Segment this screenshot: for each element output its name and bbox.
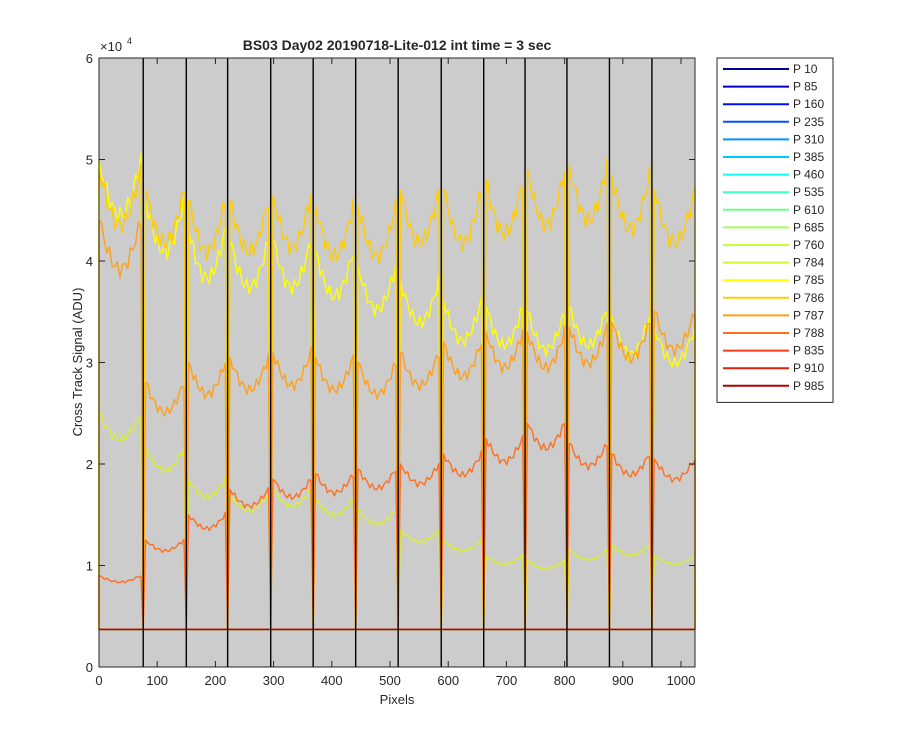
- x-tick-label: 600: [437, 673, 459, 688]
- chart-title: BS03 Day02 20190718-Lite-012 int time = …: [243, 37, 552, 53]
- legend-entry-label: P 10: [793, 62, 818, 76]
- legend-entry-label: P 910: [793, 361, 824, 375]
- y-tick-label: 6: [86, 51, 93, 66]
- legend-entry-label: P 788: [793, 326, 824, 340]
- legend: P 10 P 85 P 160 P 235 P 310 P 385 P 460 P 535 P …: [716, 57, 834, 403]
- legend-entry-label: P 784: [793, 256, 824, 270]
- legend-entry-label: P 760: [793, 238, 824, 252]
- legend-entry-label: P 985: [793, 379, 824, 393]
- y-tick-label: 3: [86, 356, 93, 371]
- legend-entry-label: P 85: [793, 80, 818, 94]
- plot-area: 0 100 200 300 400 500 600 700 800 900 1000 0 1 2 3 4 5 6: [86, 51, 696, 688]
- x-tick-label: 400: [321, 673, 343, 688]
- x-tick-label: 100: [146, 673, 168, 688]
- legend-entry-label: P 835: [793, 344, 824, 358]
- y-tick-label: 2: [86, 457, 93, 472]
- legend-entry-label: P 610: [793, 203, 824, 217]
- x-tick-label: 500: [379, 673, 401, 688]
- x-tick-label: 700: [496, 673, 518, 688]
- x-tick-label: 0: [95, 673, 102, 688]
- x-tick-label: 300: [263, 673, 285, 688]
- legend-entry-label: P 685: [793, 220, 824, 234]
- legend-entry-label: P 460: [793, 168, 824, 182]
- y-axis-exponent-base: ×10: [100, 39, 122, 54]
- x-tick-label: 1000: [667, 673, 696, 688]
- legend-box: [716, 57, 834, 403]
- y-axis-exponent-power: 4: [127, 36, 132, 46]
- y-tick-label: 1: [86, 559, 93, 574]
- legend-entry-label: P 235: [793, 115, 824, 129]
- y-tick-label: 4: [86, 254, 93, 269]
- y-axis-label: Cross Track Signal (ADU): [70, 288, 85, 437]
- legend-entry-label: P 785: [793, 273, 824, 287]
- y-tick-label: 5: [86, 153, 93, 168]
- legend-entry-label: P 385: [793, 150, 824, 164]
- legend-entry-label: P 786: [793, 291, 824, 305]
- legend-entry-label: P 310: [793, 132, 824, 146]
- legend-entry-label: P 160: [793, 97, 824, 111]
- x-axis-label: Pixels: [380, 692, 415, 707]
- legend-entry-label: P 787: [793, 308, 824, 322]
- x-tick-label: 900: [612, 673, 634, 688]
- x-tick-label: 200: [205, 673, 227, 688]
- x-tick-label: 800: [554, 673, 576, 688]
- y-tick-label: 0: [86, 660, 93, 675]
- legend-entry-label: P 535: [793, 185, 824, 199]
